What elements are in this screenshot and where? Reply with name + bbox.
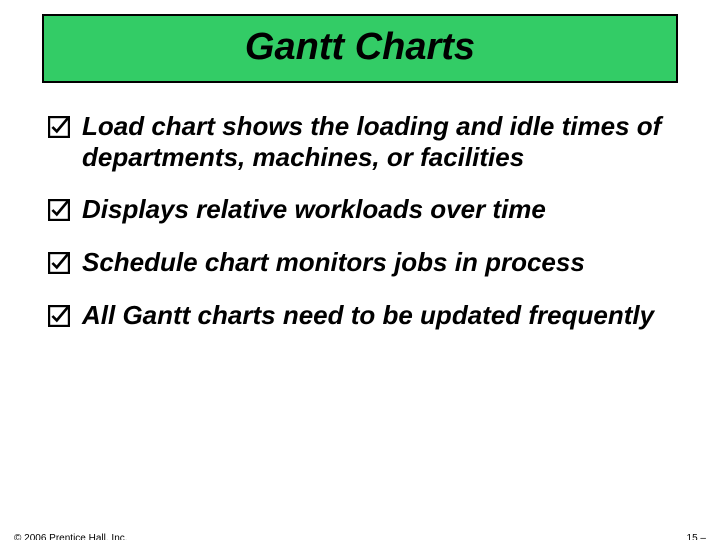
checked-box-icon bbox=[48, 305, 70, 327]
checked-box-icon bbox=[48, 116, 70, 138]
list-item: Schedule chart monitors jobs in process bbox=[48, 247, 672, 278]
bullet-text: Load chart shows the loading and idle ti… bbox=[82, 111, 672, 172]
list-item: All Gantt charts need to be updated freq… bbox=[48, 300, 672, 331]
checked-box-icon bbox=[48, 252, 70, 274]
title-box: Gantt Charts bbox=[42, 14, 678, 83]
bullet-text: All Gantt charts need to be updated freq… bbox=[82, 300, 654, 331]
slide-title: Gantt Charts bbox=[44, 26, 676, 69]
list-item: Load chart shows the loading and idle ti… bbox=[48, 111, 672, 172]
list-item: Displays relative workloads over time bbox=[48, 194, 672, 225]
bullet-text: Displays relative workloads over time bbox=[82, 194, 546, 225]
page-number: 15 – bbox=[687, 533, 706, 540]
footer: © 2006 Prentice Hall, Inc. 15 – bbox=[14, 533, 706, 540]
copyright-text: © 2006 Prentice Hall, Inc. bbox=[14, 533, 128, 540]
bullet-list: Load chart shows the loading and idle ti… bbox=[48, 111, 672, 330]
bullet-text: Schedule chart monitors jobs in process bbox=[82, 247, 585, 278]
checked-box-icon bbox=[48, 199, 70, 221]
